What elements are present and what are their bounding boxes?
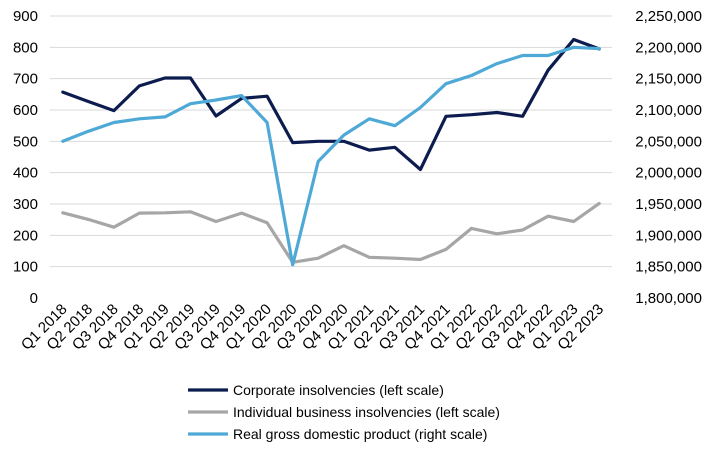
left-tick-label: 300: [13, 196, 38, 213]
right-tick-label: 1,800,000: [635, 290, 702, 307]
right-tick-label: 1,950,000: [635, 196, 702, 213]
series-line-real-gross-domestic-product: [61, 45, 601, 267]
left-tick-label: 800: [13, 39, 38, 56]
right-tick-label: 2,000,000: [635, 165, 702, 182]
legend: Corporate insolvencies (left scale) Indiv…: [188, 382, 500, 442]
series-lines: [61, 37, 601, 267]
left-tick-label: 600: [13, 102, 38, 119]
right-axis-ticks: 1,800,000 1,850,000 1,900,000 1,950,000 2,00…: [635, 8, 702, 307]
right-tick-label: 2,200,000: [635, 39, 702, 56]
series-line-corporate-insolvencies: [61, 37, 601, 172]
right-tick-label: 2,150,000: [635, 71, 702, 88]
left-tick-label: 700: [13, 71, 38, 88]
legend-label-real-gross-domestic-product: Real gross domestic product (right scale…: [233, 426, 487, 442]
right-tick-label: 1,900,000: [635, 227, 702, 244]
right-tick-label: 2,100,000: [635, 102, 702, 119]
left-tick-label: 100: [13, 259, 38, 276]
left-tick-label: 900: [13, 8, 38, 25]
left-axis-ticks: 0 100 200 300 400 500 600 700 800 900: [13, 8, 38, 307]
legend-label-individual-business-insolvencies: Individual business insolvencies (left s…: [233, 404, 500, 420]
left-tick-label: 400: [13, 165, 38, 182]
right-tick-label: 2,050,000: [635, 133, 702, 150]
left-tick-label: 200: [13, 227, 38, 244]
left-tick-label: 0: [30, 290, 38, 307]
series-line-individual-business-insolvencies: [61, 201, 601, 264]
left-tick-label: 500: [13, 133, 38, 150]
right-tick-label: 1,850,000: [635, 259, 702, 276]
right-tick-label: 2,250,000: [635, 8, 702, 25]
legend-label-corporate-insolvencies: Corporate insolvencies (left scale): [233, 382, 444, 398]
